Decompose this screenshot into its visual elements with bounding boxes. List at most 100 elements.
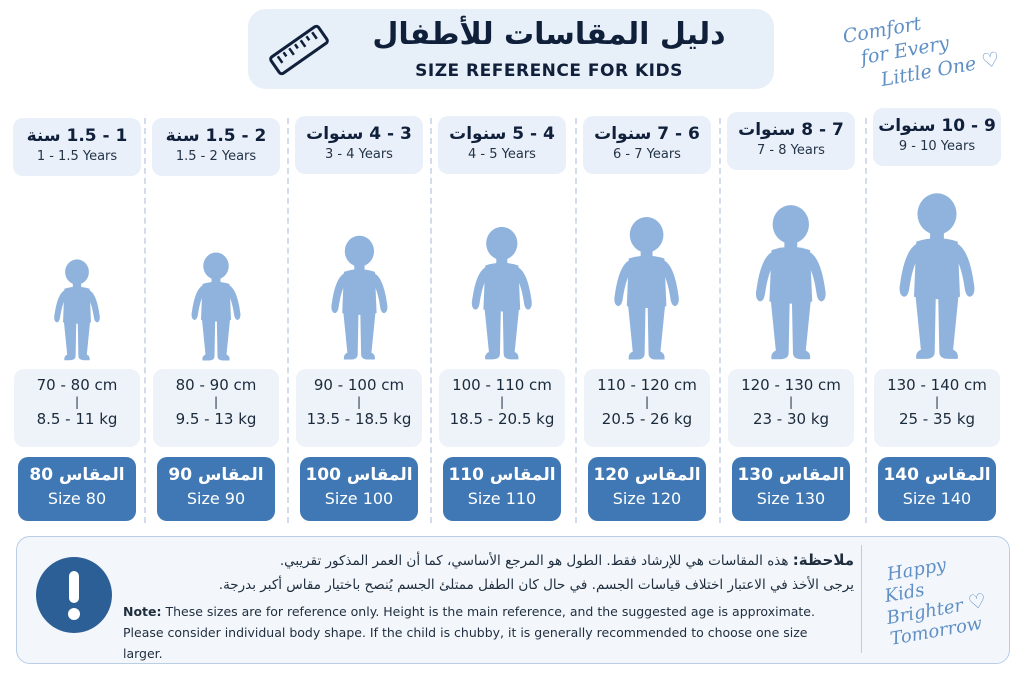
age-arabic: 2 - 1.5 سنة [165, 126, 267, 146]
weight-range: 20.5 - 26 kg [601, 410, 693, 428]
height-range: 70 - 80 cm [36, 376, 118, 394]
age-english: 1.5 - 2 Years [175, 149, 257, 164]
note-arabic: ملاحظة: هذه المقاسات هي للإرشاد فقط. الط… [164, 548, 854, 597]
height-range: 80 - 90 cm [175, 376, 257, 394]
age-card: 4 - 5 سنوات 4 - 5 Years [438, 116, 566, 174]
weight-range: 8.5 - 11 kg [36, 410, 118, 428]
size-arabic: المقاس 100 [305, 465, 413, 485]
column-divider [865, 118, 867, 523]
size-badge: المقاس 110 Size 110 [443, 457, 561, 521]
size-english: Size 120 [612, 489, 682, 508]
age-arabic: 9 - 10 سنوات [878, 116, 996, 136]
column-divider [719, 118, 721, 523]
measurement-card: 100 - 110 cm | 18.5 - 20.5 kg [439, 369, 565, 447]
size-column: 4 - 5 سنوات 4 - 5 Years 100 - 110 cm | 1… [433, 116, 571, 525]
heart-icon: ♡ [966, 587, 988, 615]
column-divider [575, 118, 577, 523]
heart-icon: ♡ [979, 46, 1002, 74]
size-english: Size 140 [902, 489, 972, 508]
note-english: Note: These sizes are for reference only… [123, 601, 843, 664]
size-arabic: المقاس 130 [737, 465, 845, 485]
measurement-card: 80 - 90 cm | 9.5 - 13 kg [153, 369, 279, 447]
size-column: 3 - 4 سنوات 3 - 4 Years 90 - 100 cm | 13… [290, 116, 428, 525]
age-card: 6 - 7 سنوات 6 - 7 Years [583, 116, 711, 174]
size-arabic: المقاس 110 [448, 465, 556, 485]
age-card: 3 - 4 سنوات 3 - 4 Years [295, 116, 423, 174]
size-badge: المقاس 120 Size 120 [588, 457, 706, 521]
height-range: 90 - 100 cm [313, 376, 405, 394]
divider [861, 545, 862, 653]
age-arabic: 7 - 8 سنوات [738, 120, 844, 140]
weight-range: 9.5 - 13 kg [175, 410, 257, 428]
height-range: 110 - 120 cm [597, 376, 697, 394]
height-range: 100 - 110 cm [452, 376, 552, 394]
age-english: 4 - 5 Years [468, 147, 536, 162]
title-english: SIZE REFERENCE FOR KIDS [415, 61, 683, 81]
separator: | [644, 395, 650, 409]
note-line: هذه المقاسات هي للإرشاد فقط. الطول هو ال… [279, 553, 789, 569]
child-silhouette-icon [330, 235, 388, 360]
weight-range: 18.5 - 20.5 kg [449, 410, 555, 428]
note-line: يرجى الأخذ في الاعتبار اختلاف قياسات الج… [218, 577, 854, 593]
weight-range: 23 - 30 kg [752, 410, 830, 428]
child-silhouette-icon [472, 226, 532, 360]
child-silhouette-icon [191, 252, 241, 360]
age-english: 7 - 8 Years [757, 143, 825, 158]
separator: | [356, 395, 362, 409]
size-badge: المقاس 100 Size 100 [300, 457, 418, 521]
size-column: 6 - 7 سنوات 6 - 7 Years 110 - 120 cm | 2… [578, 116, 716, 525]
measurement-card: 110 - 120 cm | 20.5 - 26 kg [584, 369, 710, 447]
measurement-card: 120 - 130 cm | 23 - 30 kg [728, 369, 854, 447]
size-english: Size 130 [756, 489, 826, 508]
child-silhouette-icon [899, 192, 975, 359]
age-card: 9 - 10 سنوات 9 - 10 Years [873, 108, 1001, 166]
column-divider [287, 118, 289, 523]
size-column: 2 - 1.5 سنة 1.5 - 2 Years 80 - 90 cm | 9… [147, 118, 285, 525]
size-english: Size 100 [324, 489, 394, 508]
measurement-card: 90 - 100 cm | 13.5 - 18.5 kg [296, 369, 422, 447]
size-column: 1 - 1.5 سنة 1 - 1.5 Years 70 - 80 cm | 8… [8, 118, 146, 525]
size-badge: المقاس 130 Size 130 [732, 457, 850, 521]
size-english: Size 110 [467, 489, 537, 508]
size-column: 9 - 10 سنوات 9 - 10 Years 130 - 140 cm |… [868, 108, 1006, 525]
separator: | [788, 395, 794, 409]
separator: | [74, 395, 80, 409]
age-arabic: 3 - 4 سنوات [306, 124, 412, 144]
age-arabic: 6 - 7 سنوات [594, 124, 700, 144]
ruler-icon [269, 24, 329, 76]
size-badge: المقاس 80 Size 80 [18, 457, 136, 521]
weight-range: 13.5 - 18.5 kg [306, 410, 412, 428]
weight-range: 25 - 35 kg [898, 410, 976, 428]
measurement-card: 70 - 80 cm | 8.5 - 11 kg [14, 369, 140, 447]
age-english: 6 - 7 Years [613, 147, 681, 162]
age-arabic: 1 - 1.5 سنة [26, 126, 128, 146]
tagline-top: Comfort for Every Little One ♡ [841, 0, 1021, 97]
height-range: 120 - 130 cm [741, 376, 841, 394]
note-line: Please consider individual body shape. I… [123, 625, 808, 661]
note-panel [16, 536, 1010, 664]
title-banner: دليل المقاسات للأطفال SIZE REFERENCE FOR… [248, 9, 774, 89]
title-arabic: دليل المقاسات للأطفال [372, 17, 726, 52]
child-silhouette-icon [756, 204, 826, 359]
child-silhouette-icon [614, 216, 680, 360]
size-english: Size 90 [186, 489, 246, 508]
age-english: 1 - 1.5 Years [36, 149, 118, 164]
size-arabic: المقاس 80 [29, 465, 125, 485]
height-range: 130 - 140 cm [887, 376, 987, 394]
separator: | [934, 395, 940, 409]
age-arabic: 4 - 5 سنوات [449, 124, 555, 144]
measurement-card: 130 - 140 cm | 25 - 35 kg [874, 369, 1000, 447]
child-silhouette-icon [54, 259, 100, 361]
exclamation-icon [36, 557, 112, 633]
age-card: 2 - 1.5 سنة 1.5 - 2 Years [152, 118, 280, 176]
size-column: 7 - 8 سنوات 7 - 8 Years 120 - 130 cm | 2… [722, 112, 860, 525]
note-label-english: Note: [123, 604, 162, 619]
note-label-arabic: ملاحظة: [792, 551, 854, 569]
size-english: Size 80 [47, 489, 107, 508]
age-card: 1 - 1.5 سنة 1 - 1.5 Years [13, 118, 141, 176]
size-arabic: المقاس 90 [168, 465, 264, 485]
column-divider [430, 118, 432, 523]
separator: | [499, 395, 505, 409]
size-badge: المقاس 90 Size 90 [157, 457, 275, 521]
size-badge: المقاس 140 Size 140 [878, 457, 996, 521]
